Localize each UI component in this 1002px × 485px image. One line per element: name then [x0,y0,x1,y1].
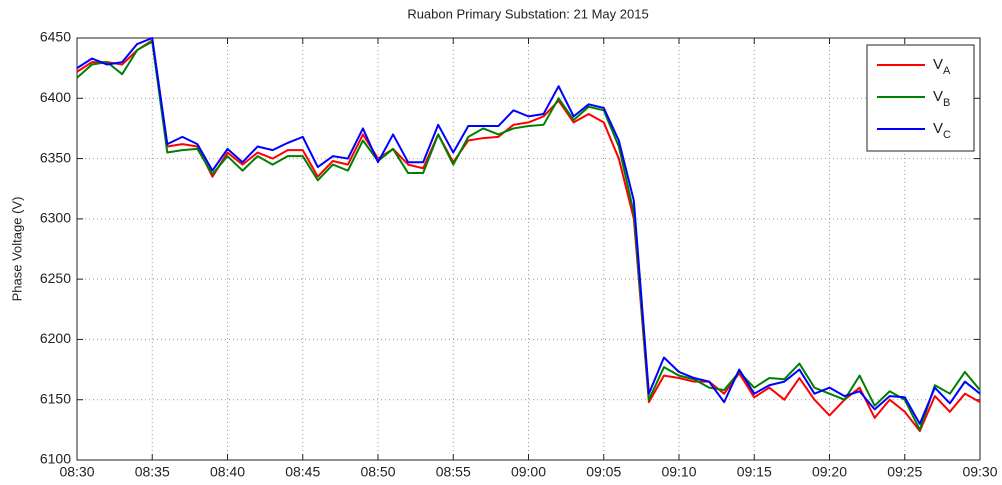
y-tick-label: 6100 [40,451,71,467]
y-tick-label: 6300 [40,210,71,226]
legend-label: VC [933,120,951,141]
x-tick-label: 09:00 [511,464,546,480]
legend-label: VB [933,88,950,109]
y-axis-label: Phase Voltage (V) [9,197,24,302]
y-tick-label: 6250 [40,270,71,286]
x-tick-label: 09:05 [586,464,621,480]
x-tick-label: 09:10 [661,464,696,480]
x-tick-label: 09:15 [737,464,772,480]
series-line [76,39,981,433]
x-tick-label: 08:40 [210,464,245,480]
legend-label-main: V [933,88,943,105]
x-tick-label: 09:25 [887,464,922,480]
legend-label-main: V [933,56,943,73]
chart-title: Ruabon Primary Substation: 21 May 2015 [407,6,648,21]
y-tick-label: 6350 [40,149,71,165]
x-tick-label: 08:55 [436,464,471,480]
y-tick-label: 6450 [40,29,71,45]
legend-label-sub: B [943,97,950,109]
series-line [76,40,981,431]
y-tick-label: 6200 [40,330,71,346]
x-tick-label: 09:20 [812,464,847,480]
plot-frame [76,37,981,461]
x-tick-label: 09:30 [962,464,997,480]
legend-label-main: V [933,120,943,137]
legend-label-sub: A [943,65,951,77]
x-tick-label: 08:50 [360,464,395,480]
y-tick-label: 6400 [40,89,71,105]
series-line [76,37,981,425]
x-tick-label: 08:45 [285,464,320,480]
x-tick-label: 08:30 [59,464,94,480]
legend-label: VA [933,56,951,77]
y-tick-label: 6150 [40,390,71,406]
x-tick-label: 08:35 [135,464,170,480]
legend-label-sub: C [943,129,951,141]
